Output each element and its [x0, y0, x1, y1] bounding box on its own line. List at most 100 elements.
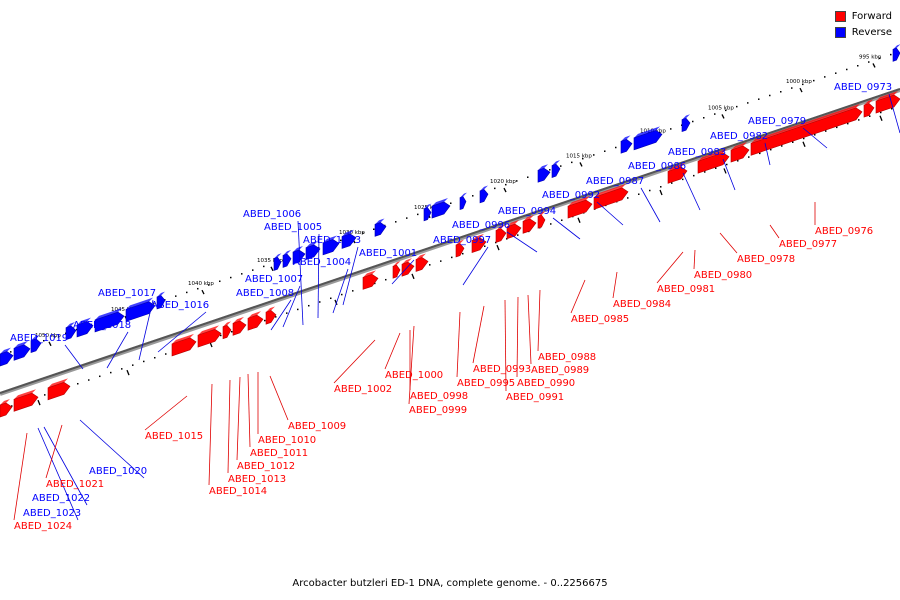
label-ABED_0986[interactable]: ABED_0986 [628, 161, 701, 211]
gene-fwd-k[interactable] [392, 261, 401, 279]
label-ABED_0995[interactable]: ABED_0995 [456, 311, 515, 389]
label-ABED_1012[interactable]: ABED_1012 [236, 376, 295, 472]
label-ABED_1014[interactable]: ABED_1014 [208, 383, 267, 497]
gene-fwd-v[interactable] [667, 162, 688, 184]
gene-rev-s[interactable] [479, 185, 489, 204]
gene-fwd-b[interactable] [13, 389, 39, 412]
gene-fwd-d[interactable] [171, 333, 197, 357]
label-ABED_0987[interactable]: ABED_0987 [586, 176, 661, 223]
label-ABED_1001[interactable]: ABED_1001 [359, 248, 417, 285]
gene-rev-w[interactable] [633, 126, 663, 151]
label-ABED_0998[interactable]: ABED_0998 [409, 330, 468, 402]
gene-fwd-j[interactable] [362, 270, 379, 290]
label-ABED_1023[interactable]: ABED_1023 [23, 427, 81, 521]
gene-rev-c[interactable] [30, 334, 42, 353]
label-ABED_1002[interactable]: ABED_1002 [333, 339, 392, 395]
label-ABED_1011[interactable]: ABED_1011 [247, 373, 308, 459]
gene-rev-a[interactable] [0, 347, 14, 367]
label-ABED_0984[interactable]: ABED_0984 [612, 271, 671, 310]
label-ABED_1006[interactable]: ABED_1006 [243, 209, 304, 326]
label-ABED_1022[interactable]: ABED_1022 [32, 426, 90, 506]
gene-rev-d[interactable] [65, 322, 77, 341]
label-ABED_0980[interactable]: ABED_0980 [693, 249, 752, 281]
label-ABED_0996[interactable]: ABED_0996 [452, 220, 538, 253]
gene-rev-p[interactable] [423, 203, 432, 222]
label-ABED_1004[interactable]: ABED_1004 [293, 257, 351, 314]
label-ABED_1009[interactable]: ABED_1009 [269, 375, 346, 432]
gene-fwd-q[interactable] [506, 220, 522, 240]
gene-rev-f[interactable] [94, 308, 125, 333]
label-ABED_0997[interactable]: ABED_0997 [433, 235, 491, 286]
gene-rev-q[interactable] [431, 198, 451, 219]
label-ABED_0993[interactable]: ABED_0993 [472, 305, 531, 375]
gene-fwd-r[interactable] [522, 214, 537, 234]
legend-item-forward[interactable]: Forward [834, 8, 892, 24]
label-ABED_0985[interactable]: ABED_0985 [570, 279, 629, 325]
gene-fwd-w[interactable] [697, 148, 730, 174]
gene-rev-m[interactable] [322, 235, 340, 256]
gene-rev-b[interactable] [13, 340, 31, 361]
label-ABED_1018[interactable]: ABED_1018 [73, 320, 131, 369]
gene-fwd-c[interactable] [47, 378, 71, 401]
label-ABED_1007[interactable]: ABED_1007 [245, 274, 303, 328]
gene-fwd-m[interactable] [415, 253, 429, 272]
label-ABED_1021[interactable]: ABED_1021 [45, 424, 104, 490]
gene-fwd-u[interactable] [593, 183, 629, 210]
label-ABED_1003[interactable]: ABED_1003 [303, 235, 361, 306]
gene-fwd-x[interactable] [730, 142, 750, 163]
gene-rev-v[interactable] [620, 135, 633, 154]
label-ABED_1013[interactable]: ABED_1013 [227, 379, 286, 485]
gene-fwd-s[interactable] [537, 211, 546, 229]
gene-fwd-a[interactable] [0, 398, 13, 418]
label-ABED_0999[interactable]: ABED_0999 [408, 325, 467, 416]
legend-item-reverse[interactable]: Reverse [834, 24, 892, 40]
label-ABED_0990[interactable]: ABED_0990 [516, 296, 575, 389]
label-ABED_0979[interactable]: ABED_0979 [748, 116, 828, 149]
gene-rev-i[interactable] [273, 253, 282, 271]
gene-rev-k[interactable] [292, 245, 306, 265]
gene-fwd-z2[interactable] [875, 91, 900, 114]
gene-fwd-h[interactable] [247, 311, 264, 331]
gene-fwd-t[interactable] [567, 196, 593, 219]
gene-rev-x[interactable] [681, 114, 691, 133]
gene-rev-h[interactable] [156, 291, 166, 310]
label-ABED_0977[interactable]: ABED_0977 [769, 224, 837, 250]
gene-rev-y[interactable] [892, 44, 900, 62]
label-ABED_1010[interactable]: ABED_1010 [257, 372, 316, 446]
label-ABED_0989[interactable]: ABED_0989 [527, 294, 589, 376]
label-ABED_0982[interactable]: ABED_0982 [710, 131, 771, 166]
gene-fwd-l[interactable] [401, 258, 415, 277]
gene-rev-t[interactable] [537, 164, 551, 183]
gene-fwd-o[interactable] [471, 233, 487, 253]
label-ABED_1016[interactable]: ABED_1016 [151, 300, 209, 353]
gene-fwd-p[interactable] [495, 224, 507, 243]
label-ABED_0981[interactable]: ABED_0981 [656, 251, 715, 295]
label-ABED_1024[interactable]: ABED_1024 [13, 432, 72, 532]
label-ABED_0978[interactable]: ABED_0978 [719, 232, 795, 265]
gene-rev-e[interactable] [76, 317, 94, 338]
label-ABED_0983[interactable]: ABED_0983 [668, 147, 736, 191]
gene-rev-r[interactable] [459, 192, 467, 211]
gene-fwd-f[interactable] [222, 321, 232, 340]
gene-rev-l[interactable] [305, 240, 321, 261]
label-ABED_0976[interactable]: ABED_0976 [814, 202, 873, 237]
label-ABED_0988[interactable]: ABED_0988 [537, 289, 596, 363]
label-ABED_1000[interactable]: ABED_1000 [384, 332, 443, 381]
label-ABED_0973[interactable]: ABED_0973 [834, 82, 900, 134]
gene-rev-g[interactable] [125, 297, 156, 322]
label-ABED_0991[interactable]: ABED_0991 [504, 299, 564, 403]
label-ABED_1019[interactable]: ABED_1019 [10, 333, 84, 370]
gene-rev-o[interactable] [374, 218, 387, 237]
label-ABED_1005[interactable]: ABED_1005 [264, 222, 322, 319]
gene-rev-j[interactable] [282, 250, 292, 268]
label-ABED_1008[interactable]: ABED_1008 [236, 288, 294, 331]
gene-fwd-i[interactable] [265, 306, 277, 325]
label-ABED_0992[interactable]: ABED_0992 [542, 190, 624, 226]
label-ABED_1017[interactable]: ABED_1017 [98, 288, 156, 361]
label-ABED_1015[interactable]: ABED_1015 [144, 395, 203, 442]
gene-fwd-z[interactable] [863, 99, 875, 118]
gene-fwd-n[interactable] [455, 239, 465, 258]
gene-rev-n[interactable] [341, 229, 357, 249]
gene-fwd-e[interactable] [197, 325, 222, 348]
gene-rev-u[interactable] [551, 160, 561, 178]
